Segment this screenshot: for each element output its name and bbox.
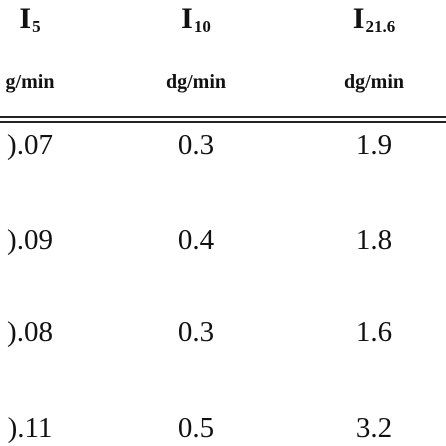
- header-i21-6: I21.6: [352, 2, 396, 36]
- unit-i21-6: dg/min: [343, 71, 405, 93]
- header-i10: I10: [181, 2, 211, 36]
- cell-r1-i21-6: 1.9: [355, 129, 393, 161]
- cell-r4-i5: ).11: [7, 412, 53, 444]
- unit-i10: dg/min: [165, 71, 227, 93]
- cell-r2-i10: 0.4: [177, 224, 215, 256]
- header-rule-bottom: [0, 121, 446, 123]
- cell-r1-i10: 0.3: [177, 129, 215, 161]
- cell-r2-i21-6: 1.8: [355, 224, 393, 256]
- cell-r4-i21-6: 3.2: [355, 412, 393, 444]
- cell-r3-i5: ).08: [7, 316, 53, 348]
- cell-r2-i5: ).09: [7, 224, 53, 256]
- unit-i5: g/min: [5, 71, 55, 93]
- cell-r1-i5: ).07: [7, 129, 53, 161]
- cell-r3-i21-6: 1.6: [355, 316, 393, 348]
- cell-r3-i10: 0.3: [177, 316, 215, 348]
- cell-r4-i10: 0.5: [177, 412, 215, 444]
- header-rule-top: [0, 116, 446, 118]
- header-i5: I5: [19, 2, 41, 36]
